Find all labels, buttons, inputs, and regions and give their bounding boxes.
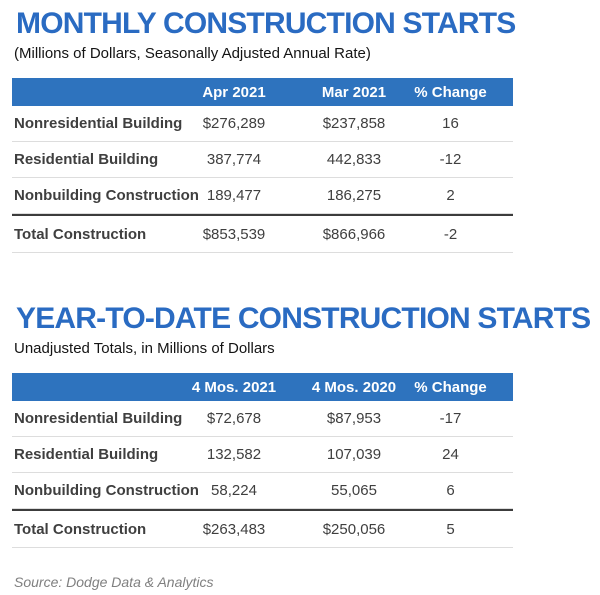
table-row: Nonbuilding Construction 58,224 55,065 6 — [12, 473, 513, 509]
table-row: Nonresidential Building $72,678 $87,953 … — [12, 401, 513, 437]
value-change: -12 — [439, 151, 462, 168]
row-label: Total Construction — [14, 520, 147, 538]
value-current: 387,774 — [206, 151, 262, 168]
total-row: Total Construction $853,539 $866,966 -2 — [12, 214, 513, 253]
column-header-change: % Change — [414, 83, 487, 101]
row-label: Nonresidential Building — [14, 115, 183, 132]
value-change: 24 — [442, 446, 459, 463]
value-change: 16 — [442, 115, 459, 132]
value-current: 132,582 — [206, 446, 262, 463]
row-label: Nonbuilding Construction — [14, 482, 199, 499]
ytd-section: YEAR-TO-DATE CONSTRUCTION STARTS Unadjus… — [12, 303, 600, 548]
value-current: 58,224 — [211, 482, 257, 499]
row-label: Residential Building — [14, 151, 159, 168]
total-row: Total Construction $263,483 $250,056 5 — [12, 509, 513, 548]
monthly-table: Apr 2021 Mar 2021 % Change Nonresidentia… — [12, 78, 513, 253]
value-previous: $866,966 — [322, 225, 386, 243]
monthly-title: MONTHLY CONSTRUCTION STARTS — [16, 7, 516, 40]
ytd-table-header: 4 Mos. 2021 4 Mos. 2020 % Change — [12, 373, 513, 401]
value-change: 5 — [446, 520, 455, 538]
value-current: $263,483 — [202, 520, 266, 538]
table-row: Residential Building 387,774 442,833 -12 — [12, 142, 513, 178]
column-header-previous-period: Mar 2021 — [321, 83, 387, 101]
value-current: $853,539 — [202, 225, 266, 243]
value-previous: 55,065 — [331, 482, 377, 499]
value-current: $276,289 — [202, 115, 266, 132]
row-label: Residential Building — [14, 446, 159, 463]
column-header-current-period: 4 Mos. 2021 — [191, 378, 277, 396]
source-note: Source: Dodge Data & Analytics — [14, 574, 214, 590]
value-change: -2 — [443, 225, 458, 243]
value-current: $72,678 — [206, 410, 262, 427]
row-label: Nonbuilding Construction — [14, 187, 199, 204]
table-row: Nonresidential Building $276,289 $237,85… — [12, 106, 513, 142]
value-previous: 107,039 — [326, 446, 382, 463]
monthly-section: MONTHLY CONSTRUCTION STARTS (Millions of… — [12, 8, 600, 253]
value-change: 6 — [446, 482, 455, 499]
ytd-title: YEAR-TO-DATE CONSTRUCTION STARTS — [16, 302, 591, 335]
value-previous: $250,056 — [322, 520, 386, 538]
column-header-change: % Change — [414, 378, 487, 396]
ytd-subtitle: Unadjusted Totals, in Millions of Dollar… — [14, 340, 275, 357]
ytd-table: 4 Mos. 2021 4 Mos. 2020 % Change Nonresi… — [12, 373, 513, 548]
table-row: Residential Building 132,582 107,039 24 — [12, 437, 513, 473]
row-label: Nonresidential Building — [14, 410, 183, 427]
value-change: 2 — [446, 187, 455, 204]
column-header-previous-period: 4 Mos. 2020 — [311, 378, 397, 396]
row-label: Total Construction — [14, 225, 147, 243]
value-change: -17 — [439, 410, 462, 427]
column-header-current-period: Apr 2021 — [202, 83, 266, 101]
value-previous: $87,953 — [326, 410, 382, 427]
monthly-subtitle: (Millions of Dollars, Seasonally Adjuste… — [14, 45, 371, 62]
table-row: Nonbuilding Construction 189,477 186,275… — [12, 178, 513, 214]
value-previous: 186,275 — [326, 187, 382, 204]
value-previous: $237,858 — [322, 115, 386, 132]
value-current: 189,477 — [206, 187, 262, 204]
value-previous: 442,833 — [326, 151, 382, 168]
monthly-table-header: Apr 2021 Mar 2021 % Change — [12, 78, 513, 106]
